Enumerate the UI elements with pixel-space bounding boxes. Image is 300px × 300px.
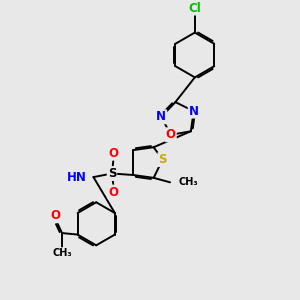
Text: S: S (158, 153, 167, 166)
Text: O: O (109, 147, 118, 160)
Text: N: N (189, 105, 199, 118)
Text: Cl: Cl (188, 2, 201, 15)
Text: CH₃: CH₃ (178, 177, 198, 187)
Text: O: O (50, 209, 60, 222)
Text: N: N (156, 110, 166, 123)
Text: HN: HN (67, 171, 87, 184)
Text: CH₃: CH₃ (52, 248, 72, 258)
Text: O: O (166, 128, 176, 141)
Text: O: O (109, 185, 118, 199)
Text: S: S (108, 167, 116, 180)
